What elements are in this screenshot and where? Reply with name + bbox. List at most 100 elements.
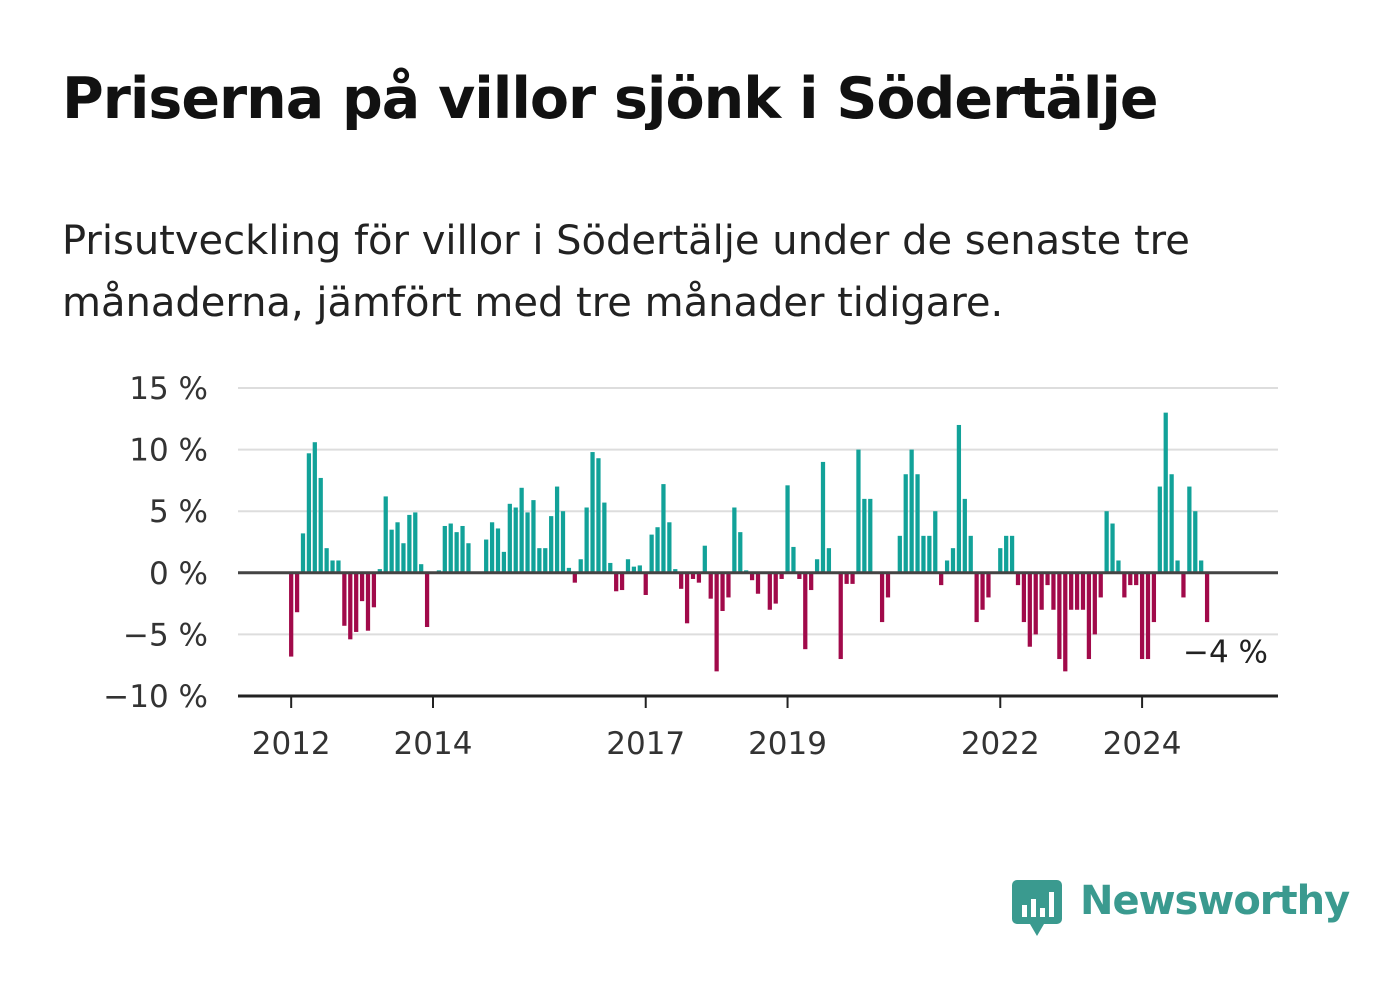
bar (1187, 486, 1192, 573)
bar (407, 514, 412, 573)
bar (1157, 486, 1162, 573)
bar (868, 498, 873, 573)
x-tick-label: 2019 (748, 726, 827, 762)
bar (1151, 572, 1157, 623)
bar (608, 562, 613, 573)
bar (879, 572, 885, 623)
bar (1027, 572, 1032, 647)
bar (554, 486, 560, 573)
y-tick-label: 15 % (129, 371, 208, 407)
bar (968, 535, 973, 573)
y-tick-label: −10 % (103, 679, 208, 715)
bar (448, 523, 453, 573)
bar (1110, 523, 1115, 573)
bar (614, 572, 619, 592)
bar (495, 528, 501, 573)
bar (1204, 572, 1210, 623)
bar (389, 529, 394, 573)
bar (354, 572, 359, 632)
bar (998, 548, 1003, 573)
bar (814, 559, 820, 573)
bar (1009, 535, 1015, 573)
bar (289, 572, 294, 657)
bar (318, 477, 323, 573)
bar (537, 548, 542, 573)
bar (732, 507, 737, 573)
bar (956, 424, 962, 573)
bar (365, 572, 371, 631)
bar (1163, 412, 1168, 573)
bar (820, 461, 826, 573)
bar (1045, 572, 1050, 586)
y-tick-label: 0 % (149, 556, 208, 592)
bar (1051, 572, 1056, 610)
brand-name: Newsworthy (1080, 878, 1350, 924)
bar (974, 572, 979, 623)
bar (655, 527, 660, 573)
bar (525, 512, 530, 573)
bar (1193, 511, 1198, 573)
bar (631, 566, 637, 573)
bar (850, 572, 855, 584)
bar (424, 572, 430, 628)
bar (1057, 572, 1062, 660)
bar (489, 522, 495, 573)
y-tick-label: −5 % (123, 617, 208, 653)
bar (767, 572, 772, 610)
bar (1069, 572, 1074, 610)
bar (915, 474, 920, 573)
bar (909, 449, 914, 573)
bar (419, 564, 424, 573)
bar (1181, 572, 1186, 598)
x-tick-label: 2024 (1103, 726, 1182, 762)
bar (637, 565, 642, 573)
bar (1092, 572, 1097, 635)
bar (690, 572, 696, 579)
bar (1139, 572, 1145, 660)
bar (460, 525, 465, 573)
bar (294, 572, 300, 613)
last-value-label: −4 % (1183, 634, 1268, 670)
bar (944, 560, 950, 573)
y-axis-labels: 15 % 10 % 5 % 0 % −5 % −10 % (103, 371, 208, 715)
bar (454, 532, 459, 573)
bar (1074, 572, 1080, 610)
bar (572, 572, 577, 583)
chart-subtitle: Prisutveckling för villor i Södertälje u… (62, 218, 1190, 326)
bar (1080, 572, 1086, 610)
bar (1039, 572, 1044, 610)
bar (1134, 572, 1139, 586)
bar (1199, 560, 1204, 573)
bar (484, 539, 489, 573)
bar (726, 572, 731, 598)
bar (1175, 560, 1180, 573)
bar (531, 500, 536, 573)
bar (927, 535, 932, 573)
bar (578, 559, 583, 573)
bar (844, 572, 849, 584)
bar (371, 572, 377, 608)
x-tick-label: 2017 (606, 726, 685, 762)
bar (897, 535, 902, 573)
bar (649, 534, 654, 573)
bar (826, 548, 832, 573)
bar (1015, 572, 1021, 586)
bar (720, 572, 725, 611)
bar (466, 543, 471, 573)
bar (1004, 535, 1009, 573)
bar (838, 572, 843, 660)
bar (773, 572, 778, 604)
bar (377, 569, 382, 573)
bar (1086, 572, 1092, 660)
bar (324, 548, 329, 573)
bar (738, 532, 743, 573)
bar (330, 560, 335, 573)
bar (513, 507, 518, 573)
bar (809, 572, 814, 591)
bar (1021, 572, 1027, 623)
x-tick-label: 2012 (252, 726, 331, 762)
bar (625, 559, 631, 573)
bar (336, 560, 341, 573)
bar (933, 511, 938, 573)
